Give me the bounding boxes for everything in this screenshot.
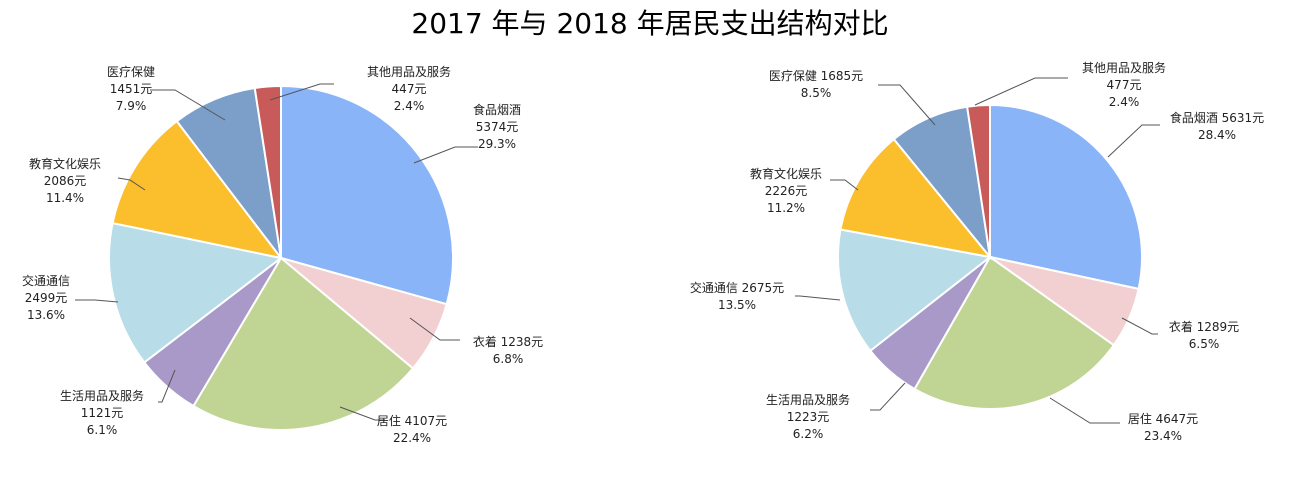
pie-2017-leader-household (158, 369, 176, 403)
pie-2017-leader-medical (150, 89, 226, 121)
pie-2017-leader-education (117, 177, 146, 191)
pie-2017-slice-education (111, 119, 284, 260)
pie-2017-label-household: 生活用品及服务 1121元 6.1% (60, 388, 144, 437)
chart-title: 2017 年与 2018 年居民支出结构对比 (411, 7, 889, 40)
pie-2018-slice-housing (913, 255, 1116, 410)
pie-2018-label-housing: 居住 4647元 23.4% (1128, 412, 1198, 443)
pie-2018-leader-clothing (1121, 317, 1158, 335)
pie-2018-leader-other (974, 77, 1068, 106)
pie-2018-leader-household (870, 382, 906, 411)
pie-2018-slice-other (966, 103, 991, 258)
pie-2018-leader-education (830, 179, 859, 191)
pie-2018-leader-food (1107, 124, 1160, 158)
pie-2017-slice-transport (108, 221, 284, 364)
pie-2018-slice-transport (837, 228, 993, 353)
pie-2017-leader-housing (339, 406, 385, 421)
pie-2018-label-transport: 交通通信 2675元 13.5% (690, 280, 784, 312)
pie-2018-leader-housing (1049, 397, 1120, 424)
pie-2017-label-clothing: 衣着 1238元 6.8% (473, 334, 543, 366)
pie-2017-leader-food (413, 146, 478, 164)
pie-2018-label-food: 食品烟酒 5631元 28.4% (1170, 110, 1264, 142)
pie-2017-slice-other (253, 84, 282, 259)
pie-2017-slice-housing (192, 256, 415, 431)
pie-2018-label-clothing: 衣着 1289元 6.5% (1169, 319, 1239, 351)
pie-2018-label-other: 其他用品及服务 477元 2.4% (1082, 60, 1166, 109)
pie-2017-leader-other (269, 83, 334, 101)
pie-2017-leader-transport (75, 299, 119, 303)
pie-2018-leader-transport (795, 295, 841, 301)
pie-2017-slice-food (280, 84, 454, 306)
pie-2018-leader-medical (878, 84, 936, 126)
pie-2017-label-other: 其他用品及服务 447元 2.4% (367, 64, 451, 113)
pie-2017-label-housing: 居住 4107元 22.4% (377, 414, 447, 445)
pie-2018-slice-education (839, 137, 993, 259)
pie-2017-leader-clothing (409, 317, 460, 341)
pie-2017-label-medical: 医疗保健 1451元 7.9% (107, 65, 155, 113)
pie-2018-slice-food (989, 103, 1143, 291)
pie-2017-label-transport: 交通通信 2499元 13.6% (22, 273, 70, 322)
pie-2018-label-medical: 医疗保健 1685元 8.5% (769, 69, 863, 100)
pie-2018-label-education: 教育文化娱乐 2226元 11.2% (750, 166, 822, 215)
pie-2017-label-food: 食品烟酒 5374元 29.3% (473, 102, 521, 151)
pie-2018-label-household: 生活用品及服务 1223元 6.2% (766, 392, 850, 441)
pie-2017-label-education: 教育文化娱乐 2086元 11.4% (29, 156, 101, 205)
